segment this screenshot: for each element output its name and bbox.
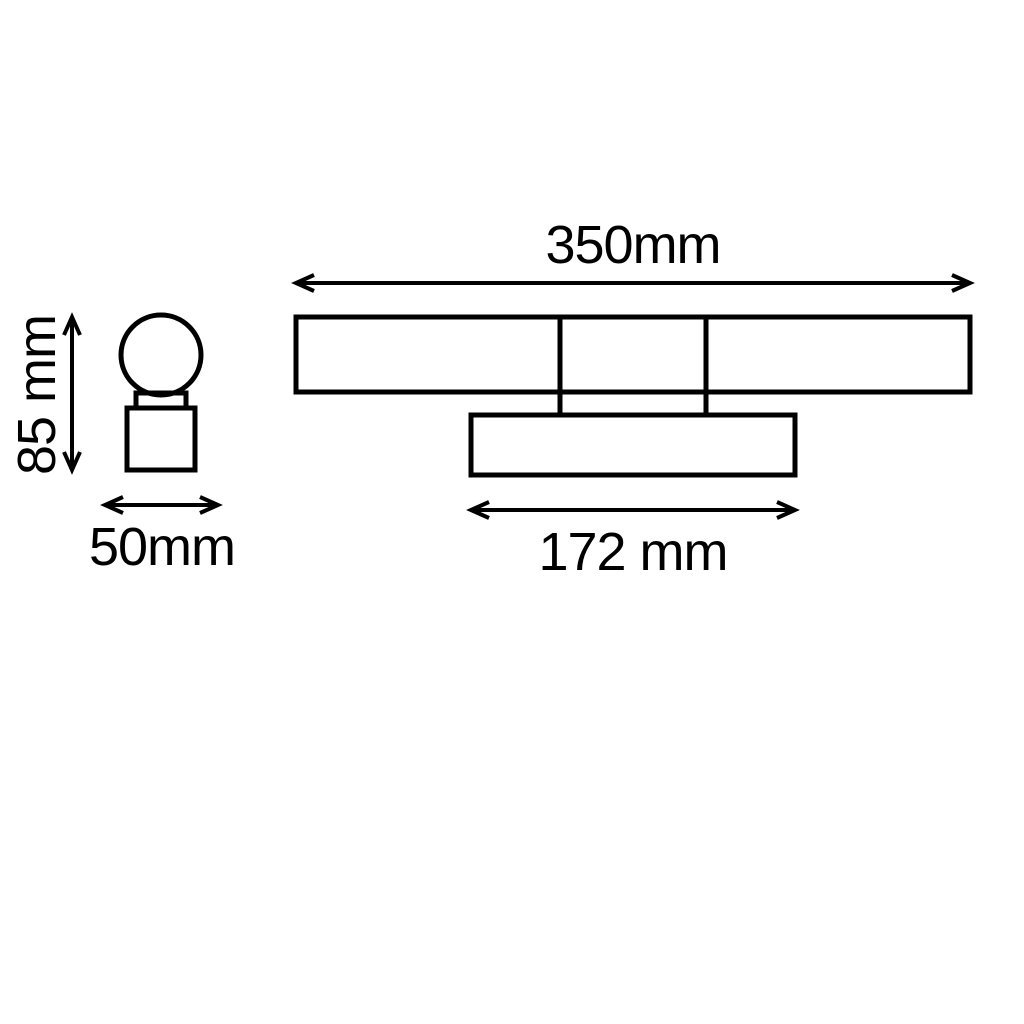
dim-height-side-label: 85 mm [7, 315, 67, 475]
side-view-base [127, 408, 195, 470]
dim-width-base-label: 172 mm [538, 522, 727, 582]
dim-width-side-label: 50mm [89, 517, 235, 577]
dim-width-top-arrow [296, 275, 970, 291]
dim-width-base-arrow [471, 502, 795, 518]
dim-width-side-arrow [105, 497, 218, 513]
side-view-ball [121, 315, 201, 395]
front-view-top-bar [296, 317, 970, 392]
front-view-mid-block [560, 317, 706, 415]
front-view-bottom-bar [471, 415, 795, 475]
dim-width-top-label: 350mm [545, 215, 720, 275]
